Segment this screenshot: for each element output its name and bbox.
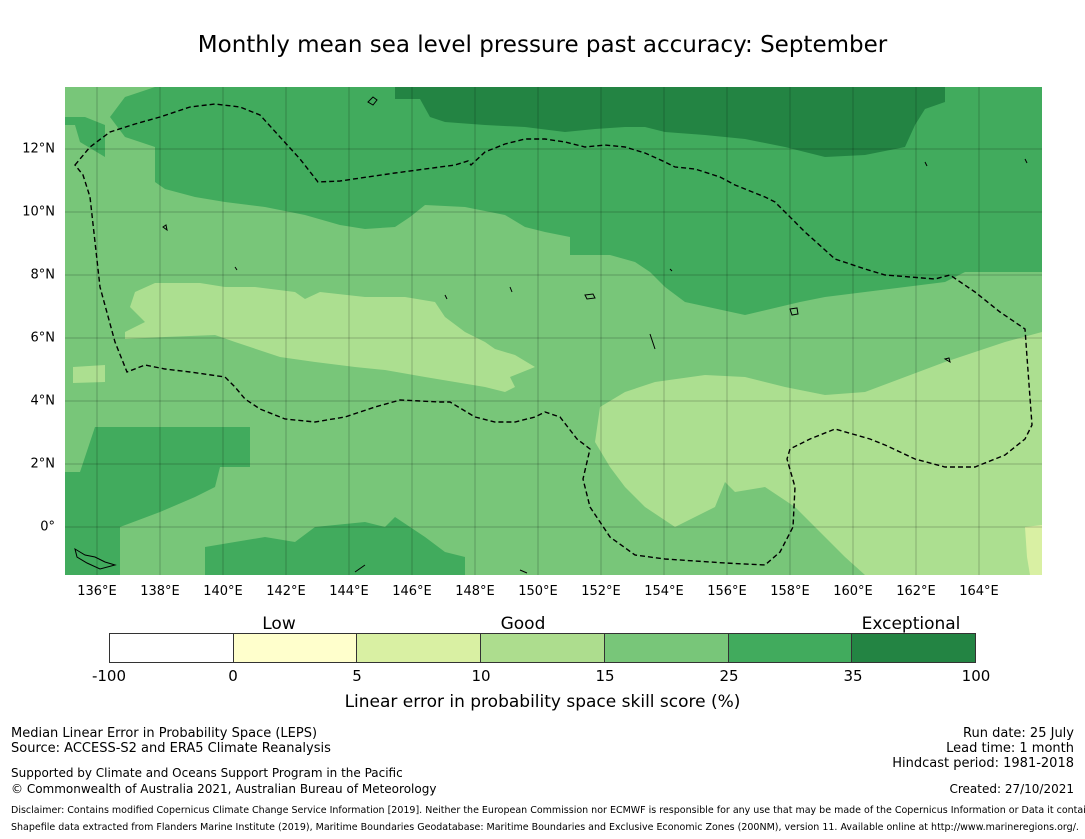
lat-tick: 4°N (30, 393, 56, 409)
colorbar-tick: 10 (471, 667, 491, 685)
footer-support: Supported by Climate and Oceans Support … (11, 766, 403, 780)
skill-map (65, 87, 1042, 575)
region-10-15-southeast (595, 332, 1042, 575)
lat-tick: 12°N (22, 141, 55, 157)
colorbar-tick: 5 (352, 667, 362, 685)
colorbar-tick: 100 (961, 667, 991, 685)
lon-tick: 156°E (707, 584, 747, 599)
lat-tick: 2°N (30, 456, 56, 472)
lon-tick: 150°E (518, 584, 558, 599)
region-5-10-east (1025, 525, 1042, 575)
island-outlines (74, 96, 1028, 574)
lon-tick: 144°E (329, 584, 369, 599)
footer-leps: Median Linear Error in Probability Space… (11, 726, 318, 741)
colorbar-segment (728, 634, 853, 662)
eez-boundary (74, 103, 1033, 566)
colorbar-tick: 15 (595, 667, 615, 685)
colorbar-segment (604, 634, 729, 662)
region-10-15-central (125, 283, 535, 392)
region-25-35-west (65, 427, 250, 575)
colorbar-segment (233, 634, 358, 662)
lon-tick: 154°E (644, 584, 684, 599)
colorbar-label: Linear error in probability space skill … (344, 692, 741, 712)
lon-tick: 142°E (266, 584, 306, 599)
graticule (65, 87, 1042, 575)
colorbar-segment (481, 634, 605, 662)
colorbar-tick: 25 (719, 667, 739, 685)
legend-category-low: Low (262, 614, 296, 634)
map-title: Monthly mean sea level pressure past acc… (197, 32, 888, 58)
lon-tick: 160°E (833, 584, 873, 599)
colorbar-tick: 35 (843, 667, 863, 685)
created-date: Created: 27/10/2021 (949, 782, 1074, 796)
footer-copyright: © Commonwealth of Australia 2021, Austra… (11, 782, 437, 796)
colorbar (109, 633, 976, 663)
lat-tick: 8°N (30, 267, 56, 283)
lon-tick: 148°E (455, 584, 495, 599)
lon-tick: 152°E (581, 584, 621, 599)
lon-tick: 146°E (392, 584, 432, 599)
footer-source: Source: ACCESS-S2 and ERA5 Climate Reana… (11, 741, 331, 756)
region-25-35-nw (65, 117, 105, 157)
shapefile-credit: Shapefile data extracted from Flanders M… (11, 822, 1079, 833)
legend-category-good: Good (500, 614, 546, 634)
lon-tick: 158°E (770, 584, 810, 599)
lead-time: Lead time: 1 month (946, 741, 1074, 756)
lon-tick: 140°E (203, 584, 243, 599)
lon-tick: 138°E (140, 584, 180, 599)
lat-tick: 10°N (22, 204, 55, 220)
lat-tick: 6°N (30, 330, 56, 346)
disclaimer: Disclaimer: Contains modified Copernicus… (11, 805, 1085, 816)
region-35-100 (395, 87, 945, 157)
region-25-35-south (205, 517, 465, 575)
colorbar-tick: 0 (228, 667, 238, 685)
colorbar-segment (110, 634, 234, 662)
lon-tick: 164°E (959, 584, 999, 599)
run-date: Run date: 25 July (963, 726, 1074, 741)
colorbar-segment (357, 634, 482, 662)
lon-tick: 136°E (77, 584, 117, 599)
lat-tick: 0° (40, 519, 55, 535)
colorbar-segment (852, 634, 976, 662)
hindcast-period: Hindcast period: 1981-2018 (892, 756, 1074, 771)
lon-tick: 162°E (896, 584, 936, 599)
colorbar-tick: -100 (91, 667, 127, 685)
region-10-15-sw (73, 365, 105, 383)
legend-category-exceptional: Exceptional (861, 614, 961, 634)
